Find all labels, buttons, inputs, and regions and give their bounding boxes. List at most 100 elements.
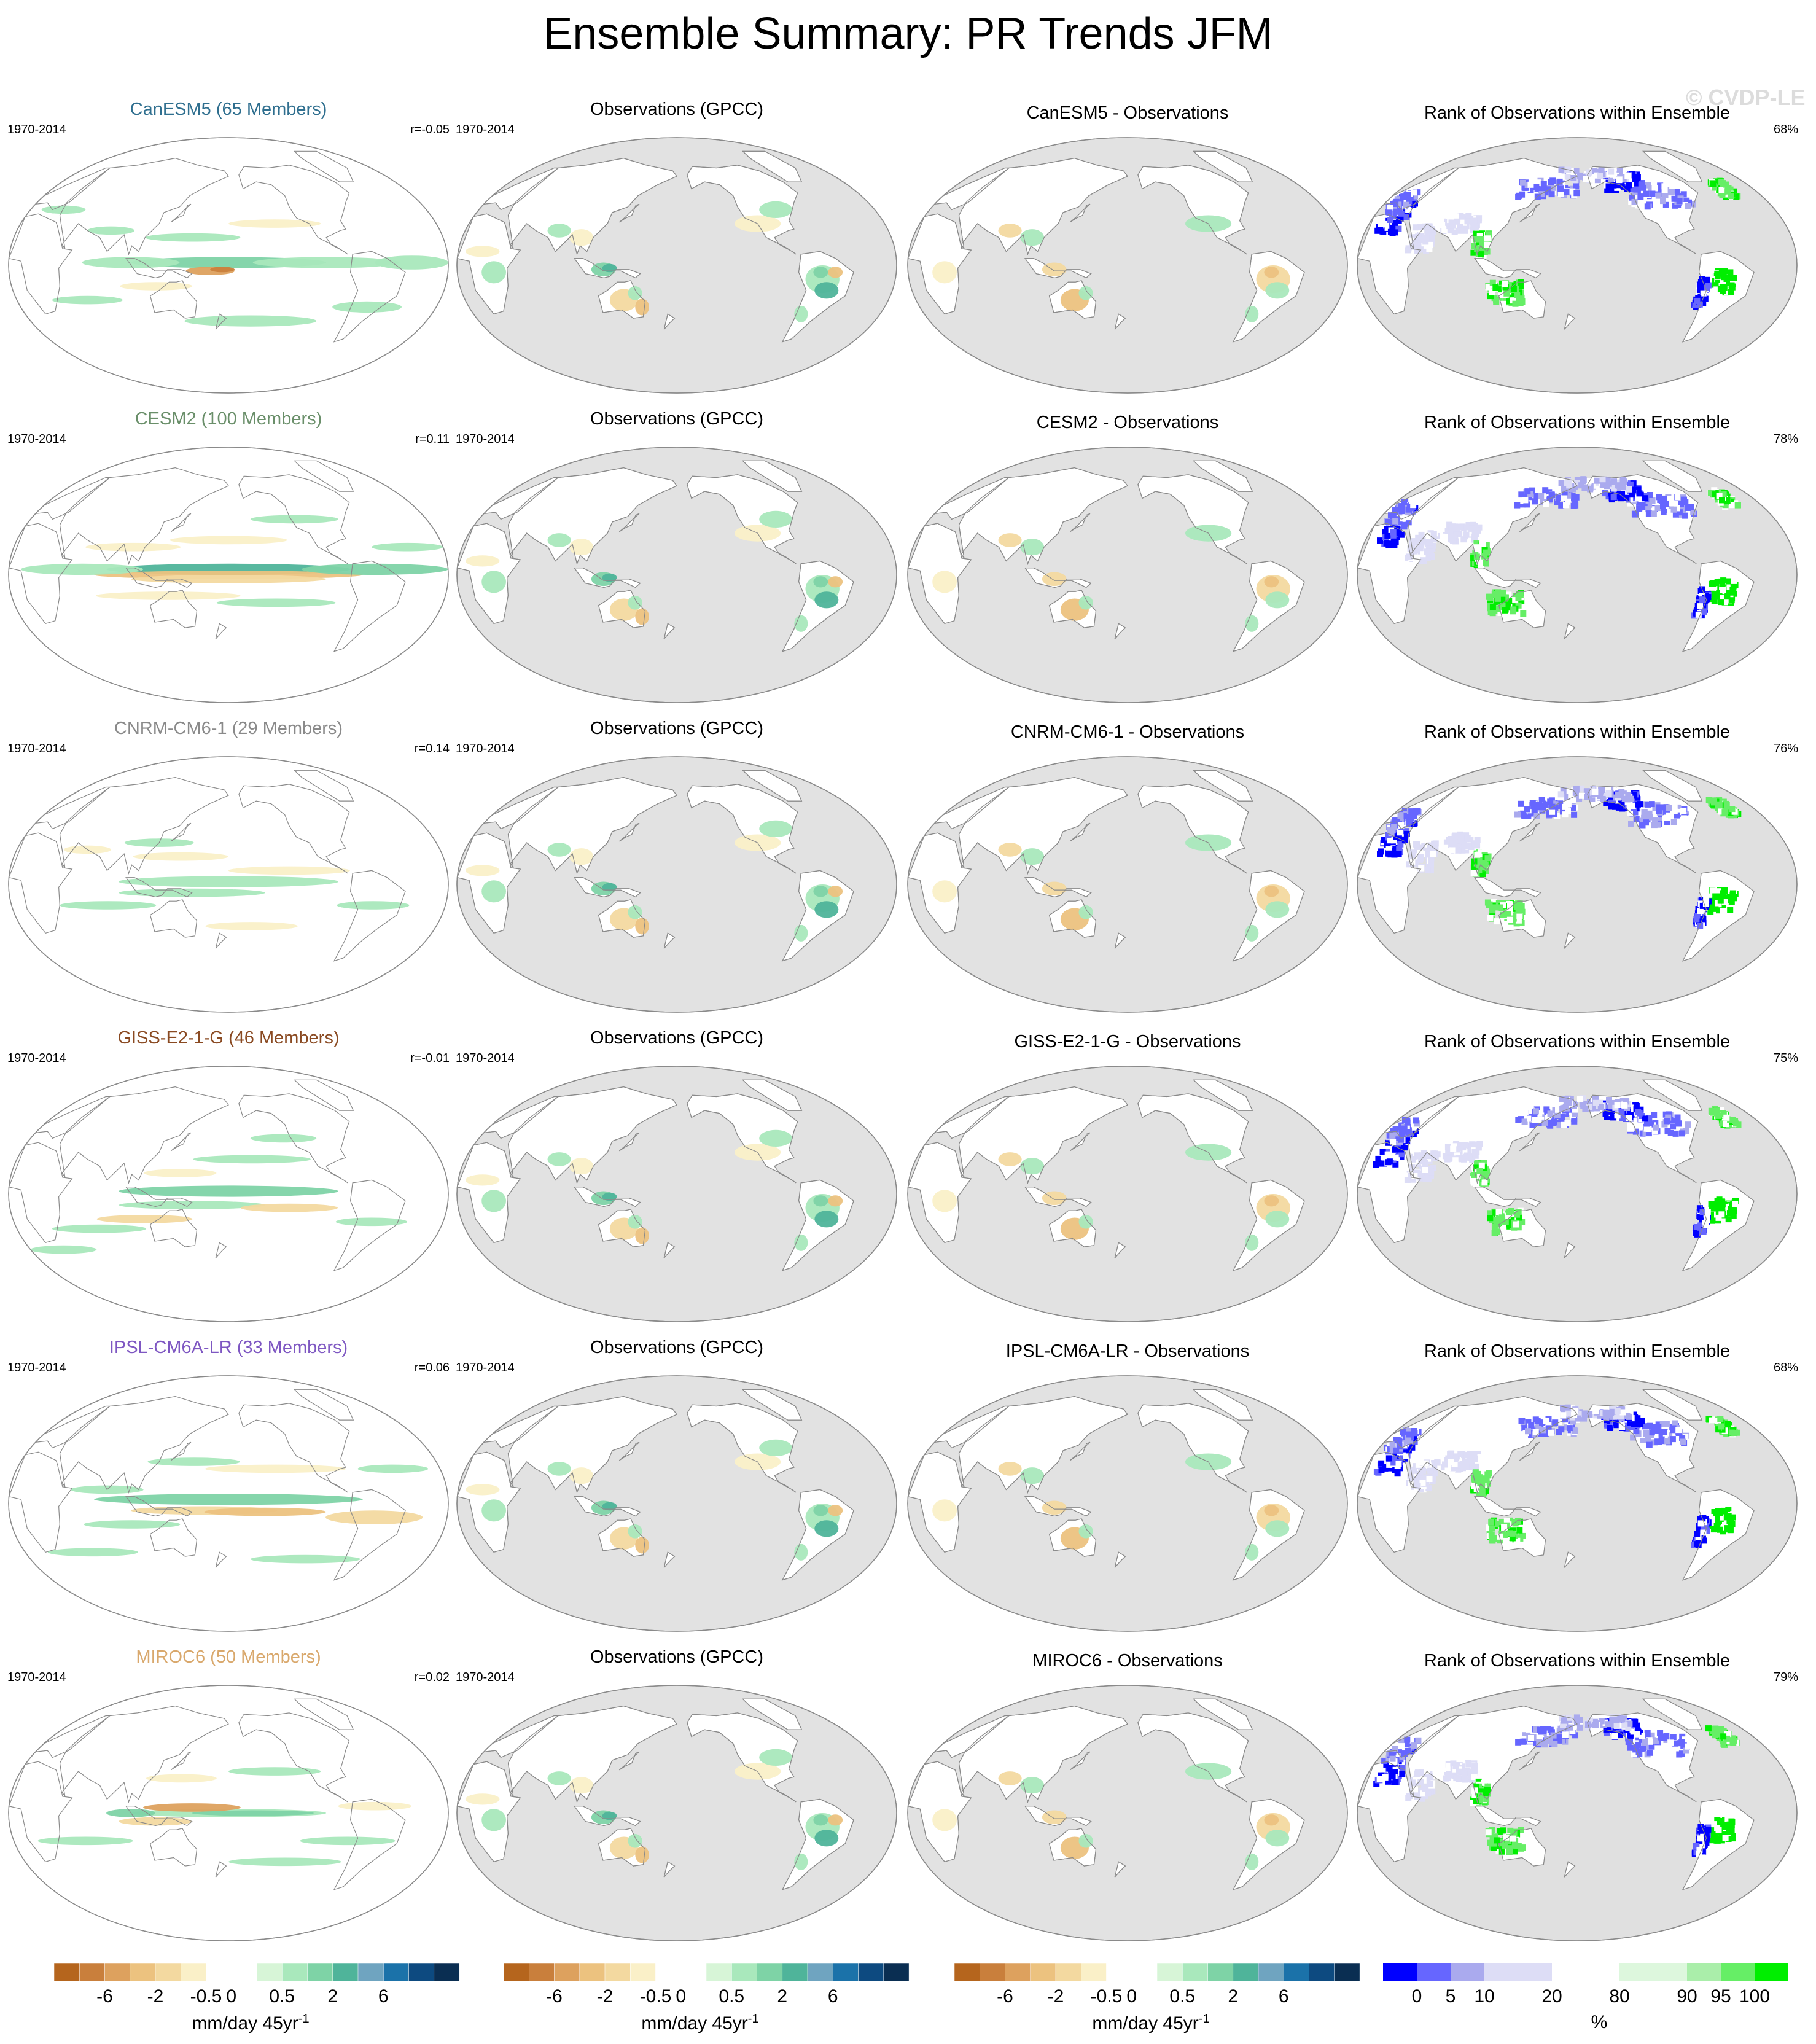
rank-cell xyxy=(1488,1531,1495,1538)
rank-cell xyxy=(1414,808,1421,814)
rank-cell xyxy=(1718,1423,1724,1430)
rank-cell xyxy=(1384,532,1391,539)
rank-cell xyxy=(1718,1419,1725,1426)
field-patch xyxy=(813,576,828,588)
rank-cell xyxy=(1656,808,1662,814)
rank-cell xyxy=(1445,1150,1452,1157)
rank-cell xyxy=(1511,1519,1518,1525)
rank-cell xyxy=(1607,490,1614,497)
rank-cell xyxy=(1476,1474,1483,1481)
land-australia xyxy=(149,899,198,938)
land-namerica xyxy=(1137,474,1249,564)
rank-cell xyxy=(1626,486,1632,493)
globe-rim xyxy=(8,447,449,703)
rank-cell xyxy=(1603,1405,1610,1412)
rank-cell xyxy=(1466,530,1473,537)
rank-cell xyxy=(1664,1438,1671,1445)
rank-cell xyxy=(1442,1461,1448,1468)
rank-cell xyxy=(1732,1201,1739,1207)
land-africa xyxy=(908,832,972,934)
rank-cell xyxy=(1572,1111,1578,1118)
land-nz xyxy=(663,1242,676,1258)
rank-cell xyxy=(1717,1526,1723,1533)
rank-cell xyxy=(1713,1525,1720,1532)
rank-cell xyxy=(1411,240,1418,246)
rank-cell xyxy=(1428,235,1434,241)
land-namerica xyxy=(687,1093,798,1184)
rank-cell xyxy=(1494,594,1501,601)
rank-cell xyxy=(1414,197,1420,204)
rank-cell xyxy=(1609,797,1616,804)
land-indonesia xyxy=(574,1806,641,1827)
panel-diff-giss-e2-1-g: GISS-E2-1-G - Observations xyxy=(906,1022,1349,1323)
rank-cell xyxy=(1478,236,1484,243)
rank-cell xyxy=(1449,847,1456,854)
rank-cell xyxy=(1408,1481,1414,1488)
rank-cell xyxy=(1540,1427,1546,1434)
land-australia xyxy=(149,1518,198,1557)
rank-cell xyxy=(1470,555,1477,561)
rank-cell xyxy=(1720,273,1727,279)
rank-cell xyxy=(1610,1405,1616,1412)
rank-cell xyxy=(1428,855,1435,862)
rank-cell xyxy=(1441,533,1448,540)
rank-cell xyxy=(1393,1447,1400,1454)
rank-cell xyxy=(1387,217,1393,223)
rank-cell xyxy=(1500,911,1506,918)
land-outlines xyxy=(1357,460,1755,652)
rank-cell xyxy=(1425,543,1432,550)
land-australia xyxy=(598,1518,646,1557)
rank-cell xyxy=(1406,1438,1413,1445)
panel-title: IPSL-CM6A-LR - Observations xyxy=(1005,1341,1250,1361)
rank-cell xyxy=(1405,1747,1411,1754)
rank-cell xyxy=(1491,899,1497,906)
rank-cell xyxy=(1419,537,1426,544)
land-japan xyxy=(1070,513,1091,532)
rank-cell xyxy=(1480,861,1487,868)
rank-cell xyxy=(1630,1434,1637,1441)
land-japan xyxy=(171,513,192,532)
rank-cell xyxy=(1728,282,1735,289)
rank-cell xyxy=(1409,550,1416,556)
rank-cell xyxy=(1697,908,1704,914)
rank-cell xyxy=(1664,501,1670,507)
rank-cell xyxy=(1716,1196,1723,1203)
trend-field xyxy=(466,510,843,632)
land-asia xyxy=(507,157,677,256)
rank-cell xyxy=(1711,1831,1718,1838)
rank-cell xyxy=(1623,1422,1629,1429)
rank-cell xyxy=(1633,816,1640,822)
rank-cell xyxy=(1613,1420,1619,1427)
rank-cell xyxy=(1597,1410,1604,1416)
rank-cell xyxy=(1538,493,1545,499)
rank-cell xyxy=(1548,1429,1554,1436)
land-australia xyxy=(149,280,198,319)
land-africa xyxy=(908,1142,972,1243)
obs-map xyxy=(456,447,897,703)
rank-cell xyxy=(1603,1414,1610,1421)
panel-title: CNRM-CM6-1 (29 Members) xyxy=(114,719,343,738)
rank-cell xyxy=(1463,531,1470,538)
rank-cell xyxy=(1409,852,1416,859)
rank-cell xyxy=(1619,1409,1626,1416)
rank-cell xyxy=(1396,1432,1403,1439)
panel-obs-cnrm-cm6-1: Observations (GPCC) 1970-2014 xyxy=(456,712,898,1013)
rank-cell xyxy=(1478,1469,1485,1476)
rank-cell xyxy=(1628,1125,1635,1131)
rank-cell xyxy=(1588,176,1595,183)
rank-cell xyxy=(1449,222,1456,229)
land-greenland xyxy=(294,1698,354,1730)
field-patch xyxy=(1264,1195,1279,1207)
rank-cell xyxy=(1731,1430,1738,1437)
rank-cell xyxy=(1557,791,1564,798)
rank-cell xyxy=(1453,223,1460,230)
rank-cell xyxy=(1503,911,1510,918)
rank-cell xyxy=(1450,1145,1457,1152)
rank-cell xyxy=(1432,847,1439,854)
rank-cell xyxy=(1591,168,1597,174)
rank-cell xyxy=(1529,487,1535,494)
rank-cell xyxy=(1726,1825,1733,1832)
rank-cell xyxy=(1418,865,1425,872)
rank-cell xyxy=(1489,1537,1495,1544)
rank-cell xyxy=(1561,1121,1567,1128)
